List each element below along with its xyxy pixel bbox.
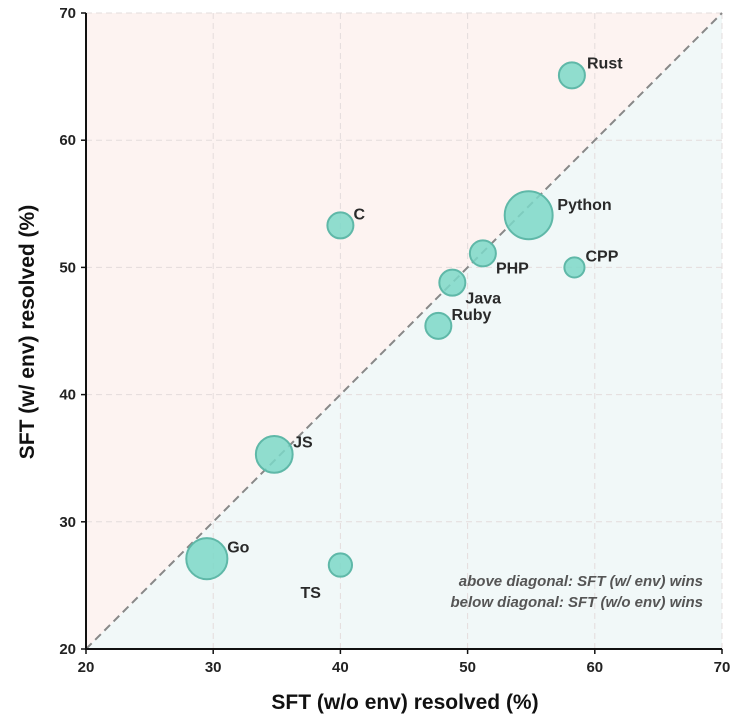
point-go	[185, 537, 229, 581]
y-tick-label: 60	[59, 132, 76, 149]
annotation-above-diagonal: above diagonal: SFT (w/ env) wins	[459, 573, 703, 590]
y-tick-label: 70	[59, 5, 76, 22]
point-label-ts: TS	[301, 585, 322, 602]
x-tick-label: 30	[205, 659, 222, 676]
x-tick-labels: 20 30 40 50 60 70	[78, 659, 731, 676]
point-label-cpp: CPP	[585, 248, 618, 265]
point-label-ruby: Ruby	[451, 307, 491, 324]
point-ts	[327, 552, 354, 578]
point-java	[438, 268, 467, 297]
x-tick-label: 40	[332, 659, 349, 676]
axes	[81, 12, 723, 654]
x-tick-label: 60	[586, 659, 603, 676]
point-label-js: JS	[293, 434, 313, 451]
x-tick-label: 50	[459, 659, 476, 676]
point-ruby	[424, 311, 453, 340]
y-tick-label: 50	[59, 259, 76, 276]
y-axis-label: SFT (w/ env) resolved (%)	[16, 205, 39, 459]
y-tick-labels: 20 30 40 50 60 70	[59, 5, 76, 658]
point-c	[326, 211, 355, 240]
point-js	[254, 434, 294, 474]
point-cpp	[563, 256, 586, 279]
point-label-go: Go	[227, 540, 249, 557]
point-python	[503, 190, 554, 241]
point-label-c: C	[354, 206, 366, 223]
x-tick-label: 20	[78, 659, 95, 676]
gridlines	[86, 12, 723, 649]
x-axis-label: SFT (w/o env) resolved (%)	[271, 691, 538, 714]
annotation-below-diagonal: below diagonal: SFT (w/o env) wins	[450, 594, 703, 611]
y-tick-label: 20	[59, 641, 76, 658]
y-tick-label: 40	[59, 387, 76, 404]
point-rust	[557, 61, 586, 90]
data-points	[185, 61, 586, 581]
x-tick-label: 70	[714, 659, 731, 676]
diagonal-line	[85, 12, 723, 650]
point-label-php: PHP	[496, 260, 529, 277]
point-label-java: Java	[465, 291, 501, 308]
point-php	[468, 239, 497, 268]
y-tick-label: 30	[59, 514, 76, 531]
point-label-rust: Rust	[587, 55, 623, 72]
point-label-python: Python	[557, 197, 611, 214]
